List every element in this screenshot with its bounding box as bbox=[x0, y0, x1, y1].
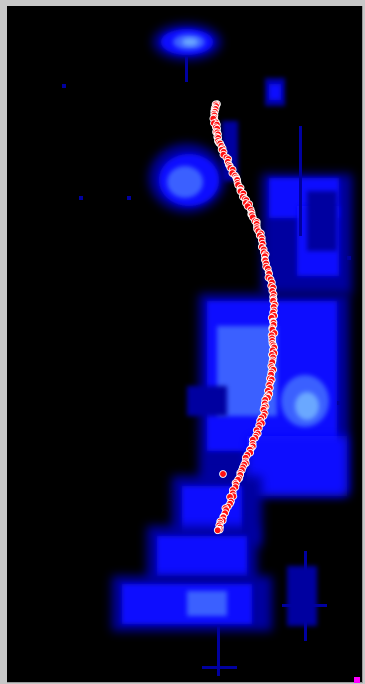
faint-speck bbox=[127, 196, 131, 200]
right-vertical-streak bbox=[299, 126, 302, 236]
middle-body-left-lip bbox=[187, 386, 227, 416]
lower-tail-mid-core bbox=[157, 536, 247, 576]
upper-left-lobe-core bbox=[167, 166, 203, 198]
track-point bbox=[213, 526, 222, 535]
red-track bbox=[209, 100, 279, 535]
right-structure-edge bbox=[307, 191, 337, 251]
lower-tail-bright bbox=[187, 591, 227, 616]
faint-speck bbox=[347, 256, 351, 260]
middle-body-lower bbox=[247, 436, 347, 496]
faint-speck bbox=[337, 401, 341, 405]
corner-marker bbox=[354, 677, 360, 683]
top-blob-peak bbox=[182, 38, 198, 46]
lower-right-faint bbox=[287, 566, 317, 626]
middle-body-peak bbox=[295, 392, 319, 420]
bottom-cross-h bbox=[202, 666, 237, 669]
blue-intensity-blobs bbox=[62, 24, 352, 676]
top-blob-stem bbox=[185, 56, 188, 82]
intensity-map bbox=[62, 24, 352, 676]
lower-right-streak bbox=[304, 551, 307, 641]
faint-speck bbox=[62, 84, 66, 88]
lower-right-hstreak bbox=[282, 604, 327, 607]
faint-speck bbox=[79, 196, 83, 200]
bottom-cross-v bbox=[217, 626, 220, 676]
small-blob-core bbox=[269, 84, 281, 100]
track-outlier-point bbox=[219, 470, 227, 478]
intensity-map-panel bbox=[7, 6, 363, 683]
